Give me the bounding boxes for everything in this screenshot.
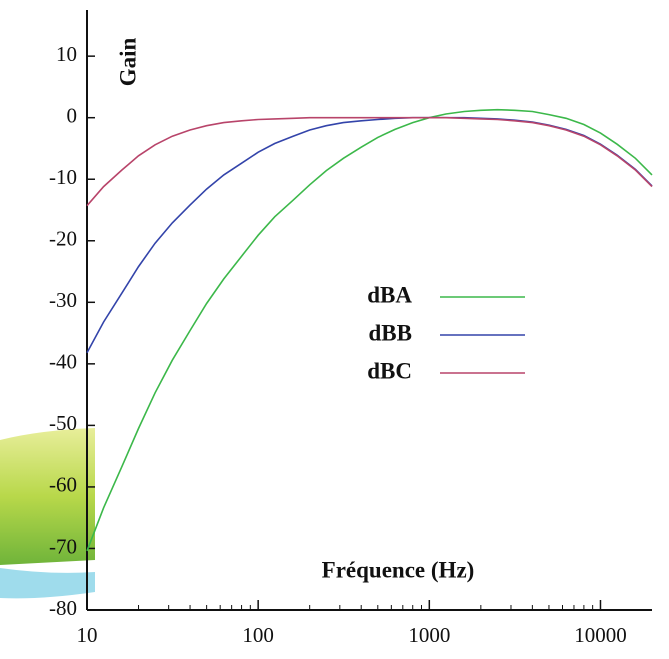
x-tick-label: 10 (77, 623, 98, 647)
y-tick-label: -80 (49, 596, 77, 620)
y-tick-label: -40 (49, 350, 77, 374)
line-series (86, 116, 653, 354)
y-tick-label: -10 (49, 165, 77, 189)
x-axis-label: Fréquence (Hz) (322, 557, 475, 582)
x-tick-label: 10000 (574, 623, 627, 647)
y-tick-label: 10 (56, 42, 77, 66)
y-tick-label: -30 (49, 288, 77, 312)
legend-label: dBC (367, 358, 412, 383)
y-axis-label: Gain (115, 38, 140, 87)
y-tick-label: -50 (49, 411, 77, 435)
legend-label: dBB (369, 320, 412, 345)
line-series (86, 116, 653, 207)
x-tick-label: 1000 (408, 623, 450, 647)
y-tick-label: -70 (49, 534, 77, 558)
y-tick-label: 0 (67, 104, 78, 128)
y-tick-label: -20 (49, 227, 77, 251)
y-tick-label: -60 (49, 473, 77, 497)
x-tick-label: 100 (242, 623, 274, 647)
line-series (86, 108, 653, 552)
background-decoration (0, 428, 95, 599)
legend-label: dBA (367, 282, 412, 307)
